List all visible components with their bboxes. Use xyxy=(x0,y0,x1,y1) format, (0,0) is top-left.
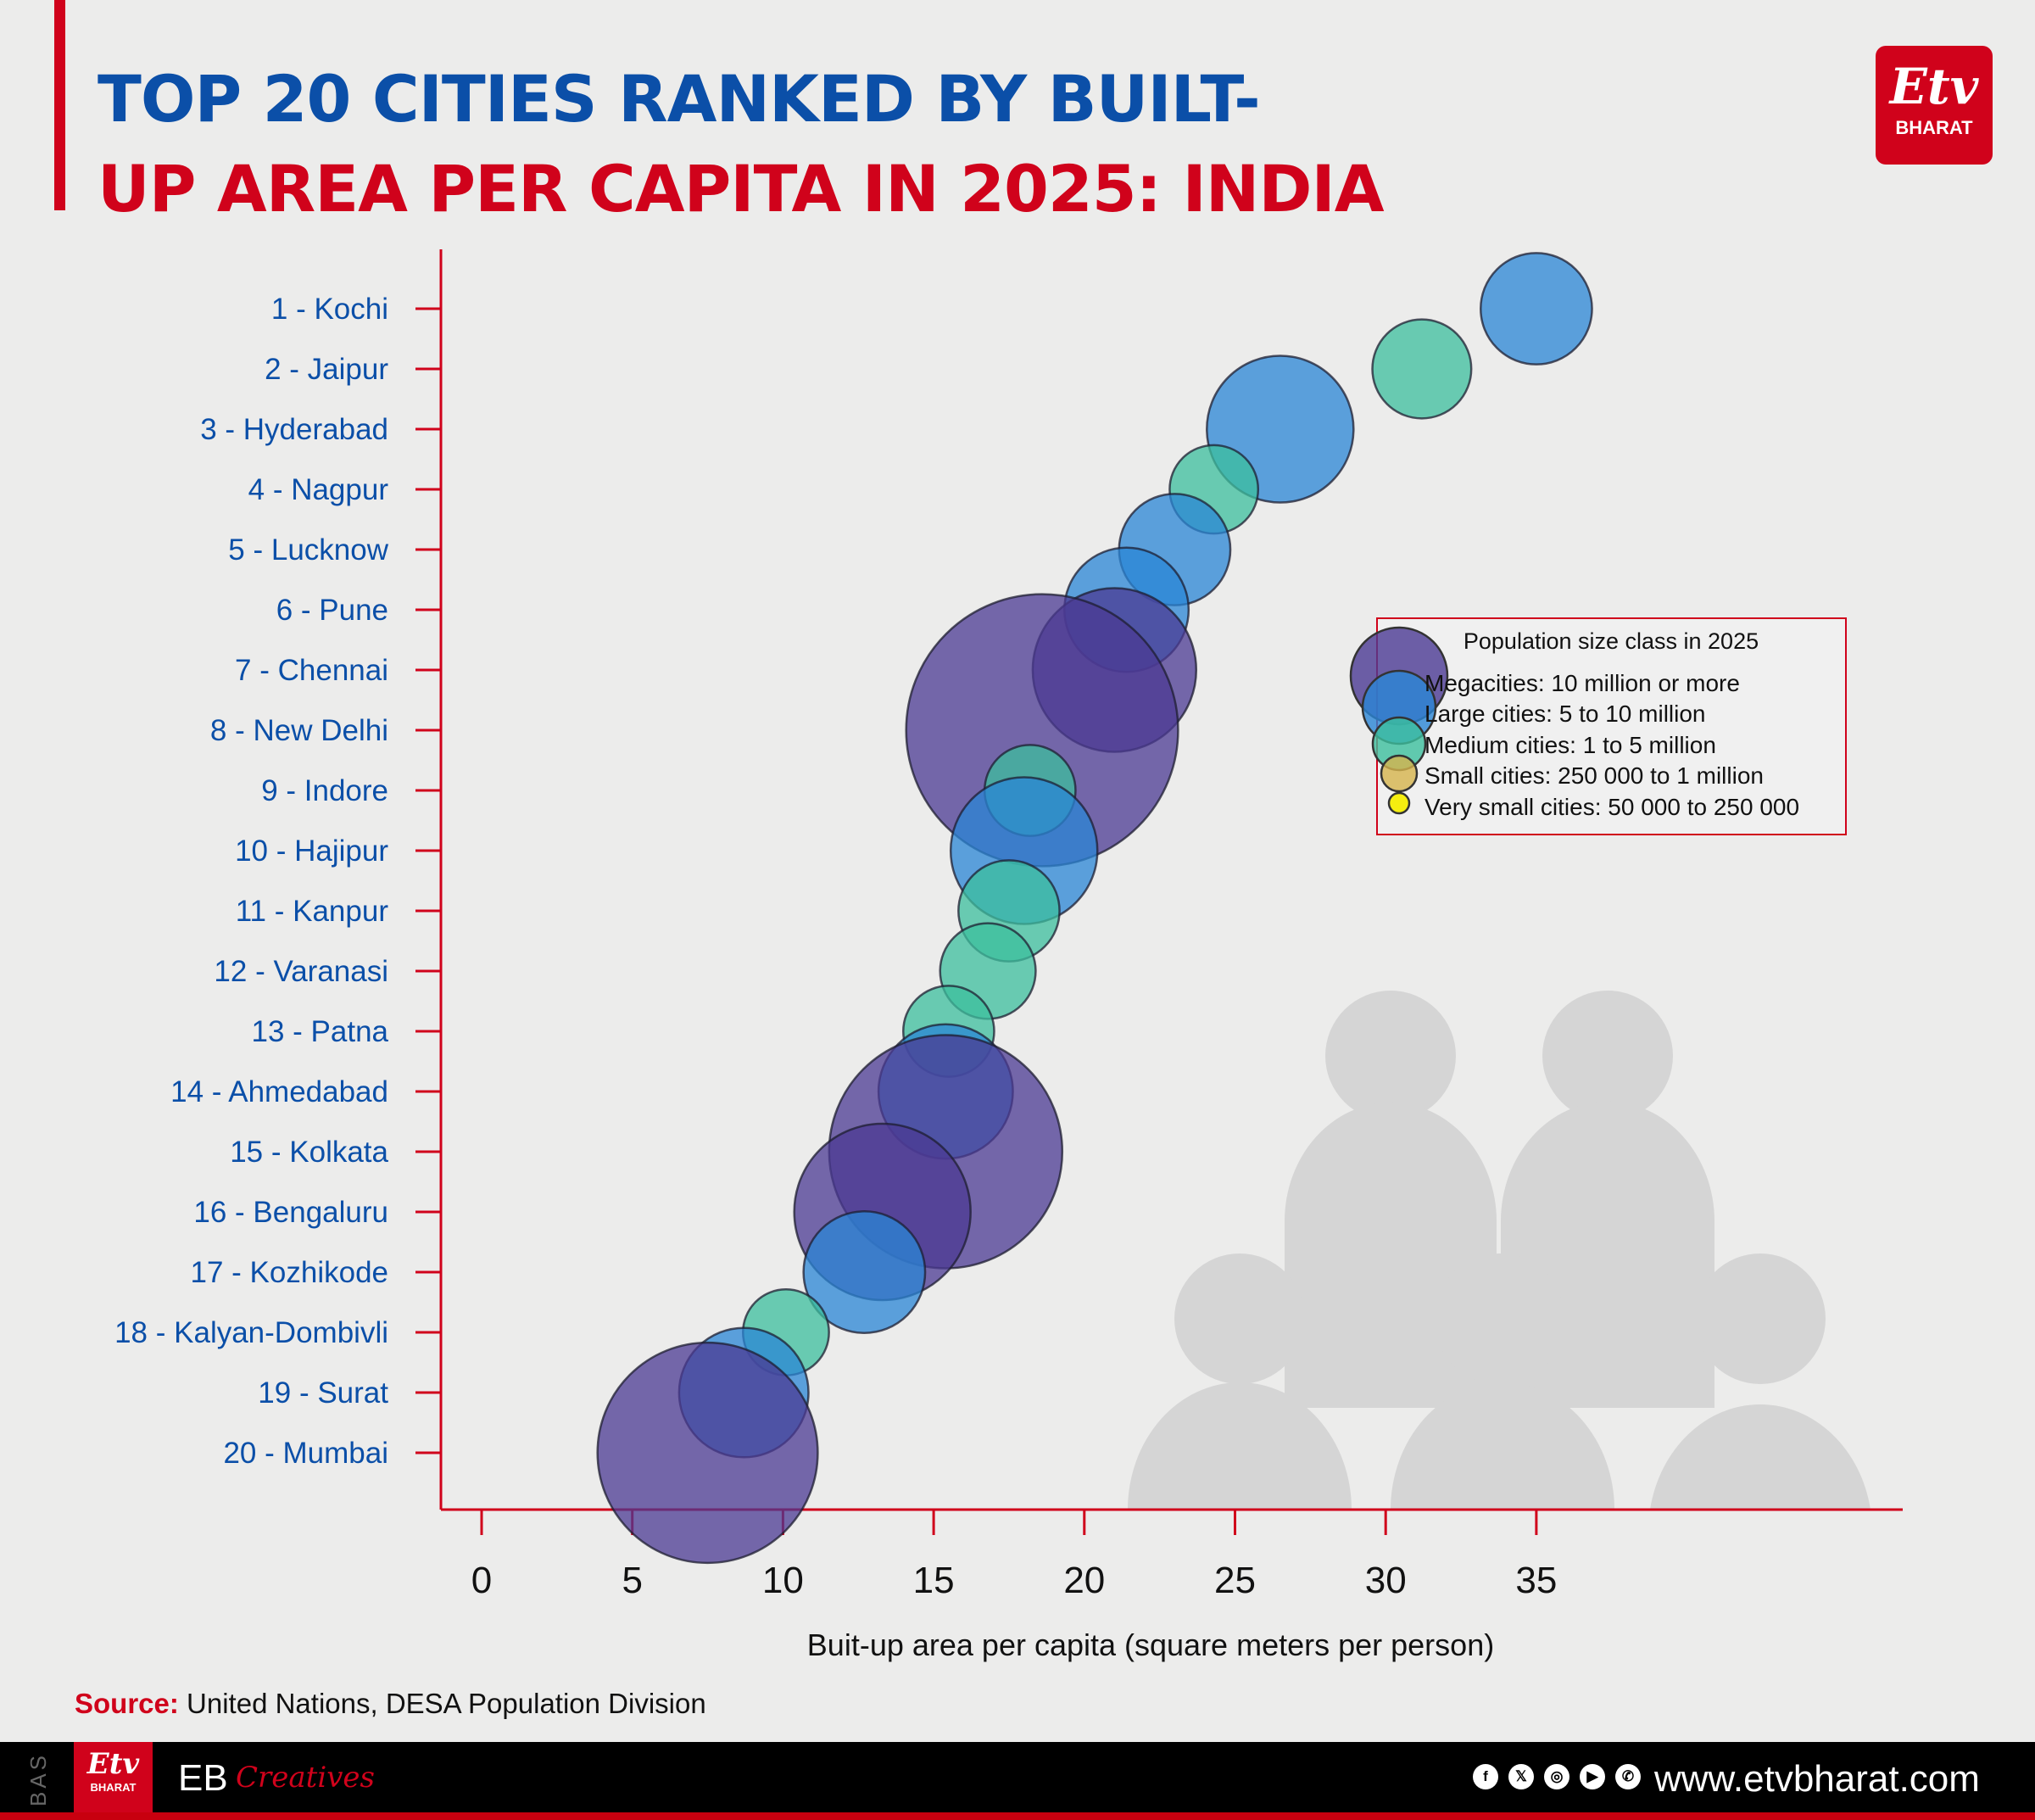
creatives-label: Creatives xyxy=(236,1761,375,1795)
city-label: 1 - Kochi xyxy=(271,293,388,326)
title-accent-bar xyxy=(54,0,65,210)
city-label: 14 - Ahmedabad xyxy=(170,1075,388,1108)
bubble-kozhikode xyxy=(802,1210,927,1334)
city-label: 16 - Bengaluru xyxy=(193,1196,388,1229)
x-axis-label: Buit-up area per capita (square meters p… xyxy=(807,1627,1494,1662)
footer-etv-logo: Etv BHARAT xyxy=(74,1742,153,1812)
x-tick-label: 35 xyxy=(1515,1560,1557,1601)
etv-logo-mark: Etv xyxy=(1889,58,1979,115)
city-label: 2 - Jaipur xyxy=(265,353,388,386)
city-label: 17 - Kozhikode xyxy=(191,1256,388,1289)
etv-bharat-logo: Etv BHARAT xyxy=(1876,46,1993,165)
city-label: 15 - Kolkata xyxy=(230,1136,388,1169)
legend: Population size class in 2025 Megacities:… xyxy=(1349,617,1847,835)
x-tick-label: 15 xyxy=(913,1560,955,1601)
city-label: 8 - New Delhi xyxy=(210,714,388,747)
bubble-mumbai xyxy=(596,1341,819,1565)
instagram-icon[interactable]: ◎ xyxy=(1544,1764,1569,1789)
legend-title: Population size class in 2025 xyxy=(1464,628,1759,654)
city-label: 20 - Mumbai xyxy=(223,1437,388,1470)
legend-swatch-very_small xyxy=(1387,791,1411,815)
city-label: 7 - Chennai xyxy=(235,654,388,687)
legend-label-very_small: Very small cities: 50 000 to 250 000 xyxy=(1424,794,1799,820)
footer-red-strip xyxy=(0,1812,2035,1820)
x-tick-label: 30 xyxy=(1365,1560,1407,1601)
bubble-kochi xyxy=(1479,252,1593,366)
legend-box xyxy=(1376,617,1847,835)
website-link[interactable]: www.etvbharat.com xyxy=(1654,1758,1980,1800)
facebook-icon[interactable]: f xyxy=(1473,1764,1498,1789)
eb-label: EB xyxy=(178,1757,228,1799)
city-label: 5 - Lucknow xyxy=(228,533,388,567)
city-label: 4 - Nagpur xyxy=(248,473,389,506)
footer-bar xyxy=(0,1742,2035,1812)
bubbles xyxy=(596,252,1593,1565)
source-text: United Nations, DESA Population Division xyxy=(178,1688,706,1719)
x-tick-label: 25 xyxy=(1214,1560,1256,1601)
city-label: 19 - Surat xyxy=(258,1376,388,1410)
title-line-2: UP AREA PER CAPITA IN 2025: INDIA xyxy=(98,151,1385,226)
legend-swatch-small xyxy=(1380,754,1419,793)
city-label: 18 - Kalyan-Dombivli xyxy=(114,1316,388,1349)
legend-label-small: Small cities: 250 000 to 1 million xyxy=(1424,762,1764,789)
youtube-icon[interactable]: ▶ xyxy=(1580,1764,1605,1789)
source-note: Source: United Nations, DESA Population … xyxy=(75,1688,706,1720)
x-tick-label: 10 xyxy=(762,1560,804,1601)
x-tick-label: 0 xyxy=(471,1560,492,1601)
city-label: 9 - Indore xyxy=(261,774,388,807)
x-tick-label: 20 xyxy=(1063,1560,1105,1601)
footer-side-text: BAS xyxy=(25,1751,51,1806)
legend-label-large: Large cities: 5 to 10 million xyxy=(1424,701,1706,727)
city-label: 10 - Hajipur xyxy=(235,835,388,868)
footer-logo-subtext: BHARAT xyxy=(90,1781,137,1794)
x-icon[interactable]: 𝕏 xyxy=(1508,1764,1534,1789)
bubble-jaipur xyxy=(1371,318,1473,420)
legend-label-mega: Megacities: 10 million or more xyxy=(1424,670,1740,696)
legend-label-medium: Medium cities: 1 to 5 million xyxy=(1424,732,1716,758)
city-label: 3 - Hyderabad xyxy=(200,413,388,446)
logo-subtext: BHARAT xyxy=(1895,117,1973,138)
x-tick-label: 5 xyxy=(622,1560,642,1601)
etv-logo-mark: Etv xyxy=(86,1747,140,1781)
city-label: 6 - Pune xyxy=(276,594,388,627)
people-silhouette-decoration xyxy=(1128,991,1871,1510)
city-label: 11 - Kanpur xyxy=(236,895,389,928)
source-label: Source: xyxy=(75,1688,179,1719)
title-line-1: TOP 20 CITIES RANKED BY BUILT- xyxy=(98,61,1261,137)
city-label: 12 - Varanasi xyxy=(214,955,388,988)
city-label: 13 - Patna xyxy=(252,1015,389,1048)
axes: 0 5 10 15 20 25 30 35 Buit-up area per capita (s… xyxy=(114,249,1903,1662)
whatsapp-icon[interactable]: ✆ xyxy=(1615,1764,1641,1789)
